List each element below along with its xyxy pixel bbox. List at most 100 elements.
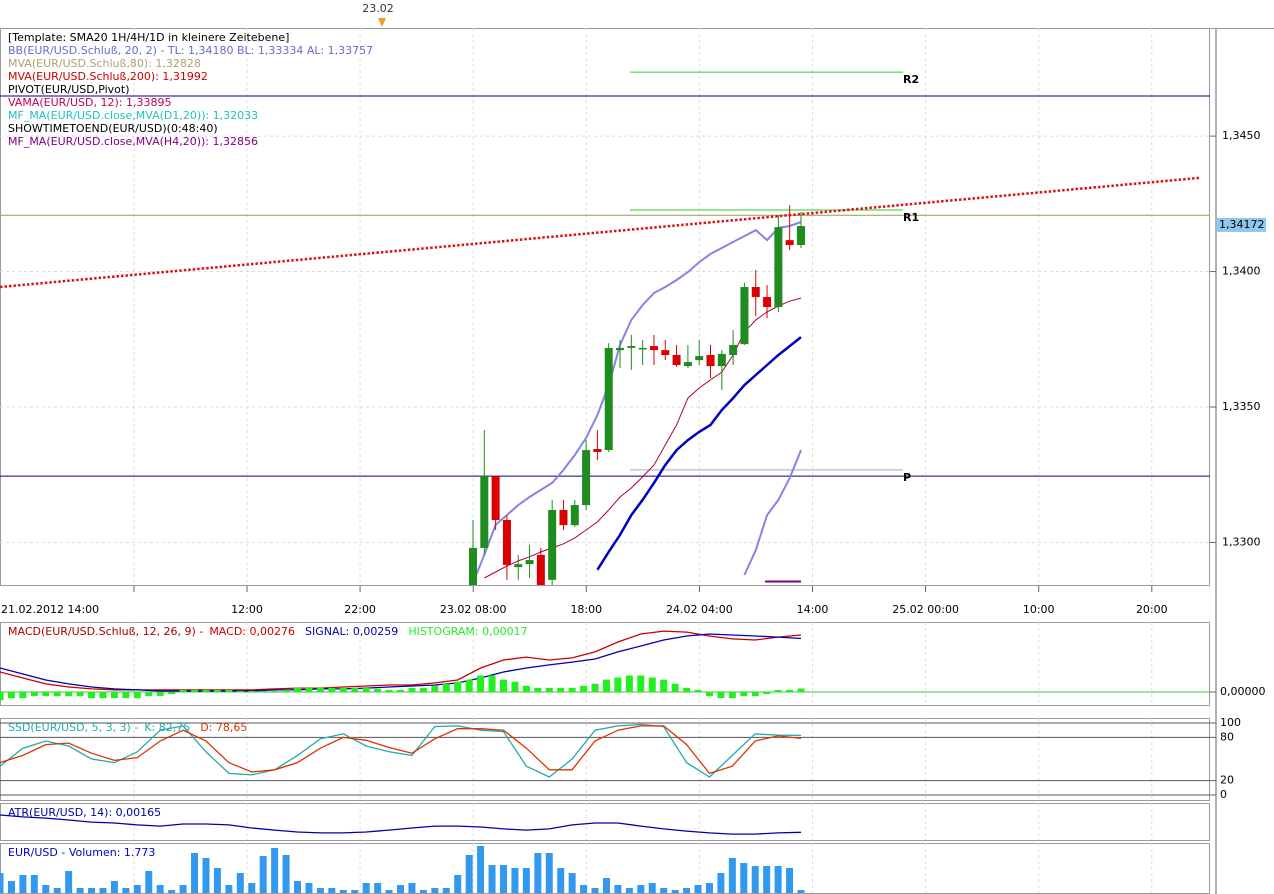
x-tick-label: 14:00 <box>797 603 829 616</box>
bar <box>648 677 656 692</box>
y-tick-label: 0 <box>1220 788 1227 801</box>
candle-body <box>683 362 692 367</box>
bar <box>7 881 15 893</box>
indicator-legend: MVA(EUR/USD.Schluß,80): 1,32828 <box>8 57 201 70</box>
bar <box>168 890 176 893</box>
template-title: [Template: SMA20 1H/4H/1D in kleinere Ze… <box>8 31 289 44</box>
x-tick-label: 23.02 08:00 <box>440 603 507 616</box>
bar <box>591 888 599 893</box>
bar <box>213 689 221 692</box>
bar <box>374 688 382 692</box>
bar <box>316 888 324 893</box>
bar <box>625 675 633 692</box>
bar <box>534 853 542 893</box>
bar <box>156 885 164 893</box>
bar <box>53 888 61 893</box>
bar <box>145 871 153 893</box>
bar <box>339 687 347 692</box>
bar <box>499 679 507 692</box>
macd-plot <box>0 622 1210 705</box>
candle-body <box>774 227 783 308</box>
candle-body <box>729 344 738 355</box>
bar <box>305 883 313 893</box>
bar <box>705 691 713 697</box>
bar <box>614 885 622 893</box>
bar <box>751 691 759 697</box>
bar <box>797 890 805 893</box>
atr-plot <box>0 803 1153 840</box>
bar <box>236 690 244 692</box>
bar <box>602 679 610 692</box>
bar <box>797 688 805 692</box>
bar <box>202 689 210 692</box>
indicator-legend: BB(EUR/USD.Schluß, 20, 2) - TL: 1,34180 … <box>8 44 373 57</box>
bar <box>522 685 530 692</box>
bar <box>202 858 210 893</box>
bar <box>133 691 141 699</box>
x-tick-label: 10:00 <box>1023 603 1055 616</box>
bar <box>637 885 645 893</box>
bar <box>7 691 15 699</box>
bar <box>65 871 73 893</box>
candle-body <box>717 353 726 367</box>
bar <box>454 875 462 893</box>
bar <box>557 868 565 893</box>
indicator-legend: MF_MA(EUR/USD.close,MVA(H4,20)): 1,32856 <box>8 135 258 148</box>
pivot-label: P <box>903 471 911 484</box>
candle-body <box>525 560 534 565</box>
bar <box>545 687 553 692</box>
bar <box>122 691 130 699</box>
y-tick-label: 20 <box>1220 774 1234 787</box>
bar <box>397 689 404 692</box>
candle-body <box>627 346 636 348</box>
bar <box>648 883 656 893</box>
bar <box>465 679 473 692</box>
x-tick-label: 12:00 <box>231 603 263 616</box>
bar <box>419 890 427 893</box>
bar <box>511 681 519 692</box>
bar <box>740 691 748 697</box>
bar <box>568 687 576 692</box>
legend-entry: MACD: 0,00276 <box>209 625 295 638</box>
bar <box>705 883 713 893</box>
x-tick-label: 21.02.2012 14:00 <box>1 603 99 616</box>
bar <box>499 865 507 893</box>
bar <box>740 863 748 893</box>
time-marker-label: 23.02 <box>362 2 394 15</box>
last-price-box <box>1217 217 1266 232</box>
bar <box>385 890 393 893</box>
candle-body <box>514 564 523 568</box>
bar <box>339 890 347 893</box>
bar <box>431 685 439 692</box>
bar <box>431 888 439 893</box>
x-tick-label: 24.02 04:00 <box>666 603 733 616</box>
bar <box>614 677 622 692</box>
bar <box>99 691 107 699</box>
candle-body <box>751 286 760 298</box>
bar <box>671 890 679 893</box>
candle-body <box>706 354 715 367</box>
bar <box>625 888 633 893</box>
bar <box>568 873 576 893</box>
candle-body <box>604 347 613 451</box>
bar <box>488 675 496 692</box>
y-tick-label: 100 <box>1220 716 1241 729</box>
x-tick-label: 22:00 <box>344 603 376 616</box>
bar <box>30 691 38 697</box>
bar <box>522 868 530 893</box>
legend-entry: K: 82,75 <box>144 721 190 734</box>
atr-panel-frame <box>0 803 1210 841</box>
last-price-label: 1,34172 <box>1219 218 1265 231</box>
bar <box>145 691 153 697</box>
bar <box>465 855 473 893</box>
bar <box>30 875 38 893</box>
candle-body <box>796 226 805 246</box>
bar <box>248 883 256 893</box>
bar <box>660 679 668 692</box>
time-marker <box>378 18 386 27</box>
bar <box>42 691 50 697</box>
candle-body <box>548 509 557 580</box>
